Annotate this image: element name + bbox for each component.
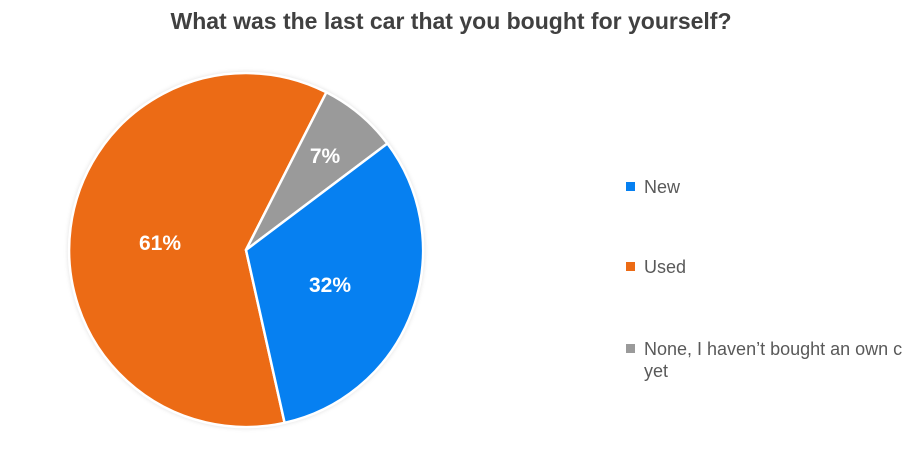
pie-label-none: 7%: [310, 145, 341, 168]
pie-label-new: 32%: [309, 274, 351, 297]
legend-marker-new-icon: [626, 182, 635, 191]
legend-item-new: New: [626, 176, 680, 198]
legend-marker-none-icon: [626, 344, 635, 353]
pie-slice-new: [244, 142, 425, 425]
legend-marker-used-icon: [626, 262, 635, 271]
legend-item-used: Used: [626, 256, 686, 278]
legend-label-none: None, I haven’t bought an own car yet: [644, 339, 902, 381]
pie-slice-used: [67, 71, 328, 429]
chart-title: What was the last car that you bought fo…: [170, 8, 732, 34]
pie-label-used: 61%: [139, 232, 181, 255]
legend-label-used: Used: [644, 257, 687, 277]
legend-label-new: New: [644, 177, 681, 197]
legend-item-none: None, I haven’t bought an own car yet: [626, 338, 902, 382]
